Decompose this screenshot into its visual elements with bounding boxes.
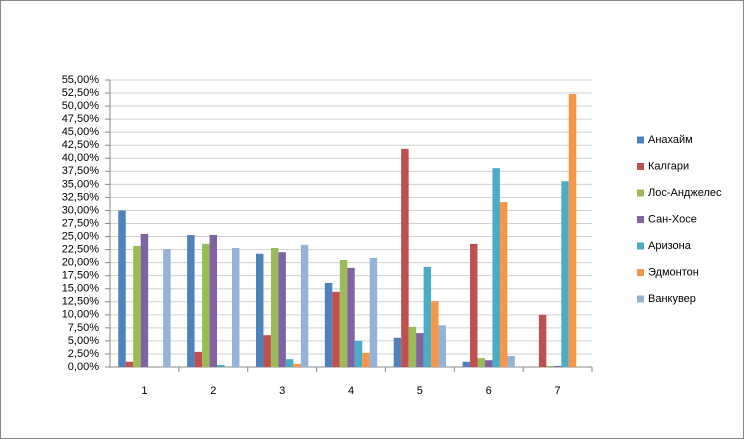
legend-label: Сан-Хосе: [648, 213, 697, 225]
legend-label: Калгари: [648, 160, 689, 172]
bar: [507, 356, 515, 367]
bar: [362, 352, 370, 367]
bar: [202, 243, 210, 367]
bar: [568, 94, 577, 368]
y-tick-label: 50,00%: [62, 100, 100, 112]
y-tick-label: 47,50%: [62, 113, 100, 125]
bar: [431, 301, 439, 367]
bar: [300, 244, 309, 367]
y-tick-label: 40,00%: [62, 152, 100, 164]
x-tick-label: 3: [279, 385, 285, 397]
y-tick-label: 45,00%: [62, 126, 100, 138]
y-tick-label: 37,50%: [62, 165, 100, 177]
bar: [278, 252, 286, 367]
bar: [423, 266, 432, 367]
bar: [462, 361, 471, 367]
bar: [470, 243, 478, 367]
bar: [231, 248, 240, 367]
bar: [416, 333, 424, 367]
legend-label: Эдмонтон: [648, 266, 699, 278]
bar: [118, 210, 126, 367]
y-tick-label: 5,00%: [68, 335, 99, 347]
bar: [499, 202, 508, 367]
y-tick-label: 2,50%: [68, 348, 99, 360]
y-tick-label: 0,00%: [68, 361, 99, 373]
legend-swatch: [637, 163, 644, 170]
legend-label: Ванкувер: [648, 293, 696, 305]
bar: [408, 326, 417, 367]
y-tick-label: 7,50%: [68, 322, 99, 334]
bar: [324, 282, 333, 367]
legend-swatch: [637, 295, 644, 303]
bar: [477, 358, 485, 367]
x-tick-label: 5: [417, 385, 423, 397]
bar: [163, 249, 171, 367]
bar: [263, 335, 271, 367]
bar: [484, 360, 493, 367]
y-tick-label: 32,50%: [62, 191, 100, 203]
legend-swatch: [637, 189, 644, 197]
bar: [492, 168, 500, 367]
legend-label: Лос-Анджелес: [648, 187, 722, 199]
y-tick-label: 15,00%: [62, 283, 100, 295]
y-tick-label: 22,50%: [62, 243, 100, 255]
bar: [133, 245, 141, 367]
legend-swatch: [637, 216, 644, 223]
x-tick-label: 7: [555, 385, 561, 397]
bar: [140, 233, 149, 367]
bar: [393, 337, 402, 367]
bar: [401, 148, 409, 367]
bar: [270, 248, 279, 367]
legend-swatch: [637, 269, 644, 276]
bar: [561, 181, 569, 367]
bar: [209, 234, 218, 367]
bar: [553, 365, 562, 367]
y-tick-label: 52,50%: [62, 87, 100, 99]
bar: [369, 257, 378, 367]
x-tick-label: 1: [141, 385, 147, 397]
legend-swatch: [637, 242, 644, 250]
y-tick-label: 25,00%: [62, 230, 100, 242]
y-tick-label: 17,50%: [62, 270, 100, 282]
y-tick-label: 42,50%: [62, 139, 100, 151]
bar: [187, 234, 195, 367]
bar: [332, 291, 340, 367]
bar: [438, 325, 447, 367]
bar: [217, 364, 225, 367]
y-tick-label: 10,00%: [62, 309, 100, 321]
y-tick-label: 30,00%: [62, 204, 100, 216]
bar: [347, 267, 355, 367]
bar: [194, 351, 203, 367]
bar: [125, 361, 134, 367]
legend-label: Аризона: [648, 240, 692, 252]
bar: [546, 365, 554, 367]
bar: [339, 260, 348, 367]
bar: [293, 363, 301, 367]
bar: [255, 253, 264, 367]
y-tick-label: 12,50%: [62, 296, 100, 308]
legend-label: Анахайм: [648, 134, 693, 146]
y-tick-label: 20,00%: [62, 257, 100, 269]
bar: [354, 340, 363, 367]
bar: [285, 359, 294, 367]
bar: [538, 314, 547, 367]
x-tick-label: 2: [210, 385, 216, 397]
x-tick-label: 4: [348, 385, 354, 397]
legend-swatch: [637, 136, 644, 144]
y-tick-label: 55,00%: [62, 74, 100, 86]
y-tick-label: 35,00%: [62, 178, 100, 190]
x-tick-label: 6: [486, 385, 492, 397]
y-tick-label: 27,50%: [62, 217, 100, 229]
